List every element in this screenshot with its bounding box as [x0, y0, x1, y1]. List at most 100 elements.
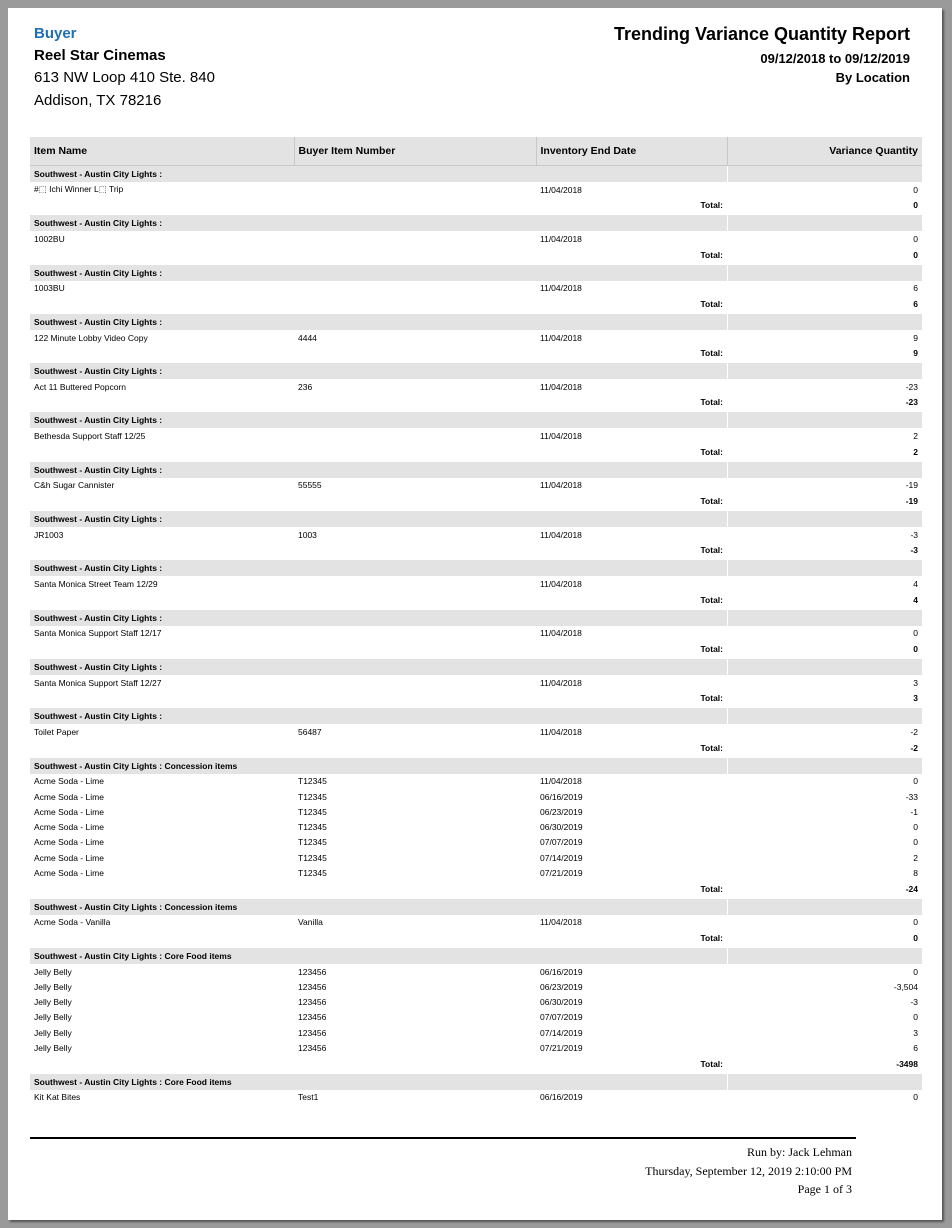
item-name: Acme Soda - Lime: [34, 806, 104, 817]
buyer-item-number: Vanilla: [298, 917, 323, 928]
group-header-row: Southwest - Austin City Lights :: [30, 511, 922, 528]
variance-quantity: -2: [910, 726, 918, 737]
buyer-item-number: 123456: [298, 1027, 327, 1038]
item-name: Acme Soda - Vanilla: [34, 917, 111, 928]
group-header-blank: [726, 947, 922, 964]
inventory-end-date: 11/04/2018: [540, 628, 582, 639]
variance-quantity: 0: [913, 822, 918, 833]
column-header-item-name: Item Name: [30, 137, 294, 166]
blank: [294, 1056, 536, 1072]
group-total-row: Total: 0: [30, 197, 922, 213]
table-row: Bethesda Support Staff 12/25 11/04/2018 2: [30, 428, 922, 443]
table-row: Acme Soda - Lime T12345 06/16/2019 -33: [30, 789, 922, 804]
page-number: Page 1 of 3: [797, 1182, 852, 1196]
group-total: 0: [913, 643, 918, 654]
group-header-blank: [726, 165, 922, 182]
item-name: #⬚ Ichi Winner L⬚ Trip: [34, 184, 124, 195]
group-header-row: Southwest - Austin City Lights :: [30, 313, 922, 330]
buyer-item-number: 56487: [298, 726, 322, 737]
item-name: Acme Soda - Lime: [34, 852, 104, 863]
variance-quantity: -3: [910, 997, 918, 1008]
group-total-row: Total: -24: [30, 881, 922, 897]
table-row: 122 Minute Lobby Video Copy 4444 11/04/201…: [30, 330, 922, 345]
run-by: Run by: Jack Lehman: [747, 1145, 852, 1159]
group-total-row: Total: -19: [30, 493, 922, 509]
buyer-item-number: 236: [298, 381, 313, 392]
group-header-blank: [726, 898, 922, 915]
buyer-item-number: 123456: [298, 966, 327, 977]
table-body: Southwest - Austin City Lights : #⬚ Ichi …: [30, 165, 922, 1106]
blank: [294, 345, 536, 361]
group-total: -3: [910, 545, 918, 556]
table-row: Acme Soda - Lime T12345 07/21/2019 8: [30, 865, 922, 880]
blank: [294, 493, 536, 509]
buyer-item-number: 123456: [298, 997, 327, 1008]
blank: [294, 690, 536, 706]
item-name: Acme Soda - Lime: [34, 867, 104, 878]
group-header-blank: [726, 363, 922, 380]
group-total: -23: [905, 397, 918, 408]
group-total: 2: [913, 446, 918, 457]
inventory-end-date: 06/30/2019: [540, 997, 583, 1008]
blank: [30, 740, 294, 756]
group-header-blank: [726, 511, 922, 528]
group-total-row: Total: 9: [30, 345, 922, 361]
group-total-row: Total: -3: [30, 542, 922, 558]
blank: [30, 444, 294, 460]
item-name: C&h Sugar Cannister: [34, 480, 115, 491]
report-title: Trending Variance Quantity Report: [613, 24, 910, 44]
blank: [30, 542, 294, 558]
inventory-end-date: 07/14/2019: [540, 852, 583, 863]
blank: [30, 247, 294, 263]
variance-quantity: -33: [905, 791, 918, 802]
group-header-row: Southwest - Austin City Lights :: [30, 412, 922, 429]
group-header-row: Southwest - Austin City Lights :: [30, 609, 922, 626]
variance-quantity: 0: [913, 917, 918, 928]
total-label: Total:: [700, 496, 723, 507]
total-label: Total:: [700, 1058, 723, 1069]
table-row: Acme Soda - Lime T12345 11/04/2018 0: [30, 774, 922, 789]
blank: [294, 247, 536, 263]
buyer-item-number: 1003: [298, 529, 317, 540]
blank: [294, 881, 536, 897]
group-total-row: Total: 3: [30, 690, 922, 706]
buyer-item-number: 123456: [298, 1043, 327, 1054]
group-header-row: Southwest - Austin City Lights :: [30, 461, 922, 478]
table-row: Toilet Paper 56487 11/04/2018 -2: [30, 724, 922, 739]
group-total: 9: [913, 348, 918, 359]
item-name: Jelly Belly: [34, 981, 72, 992]
buyer-item-number: T12345: [298, 776, 327, 787]
variance-quantity: 0: [913, 837, 918, 848]
group-total-row: Total: 6: [30, 296, 922, 312]
table-row: Santa Monica Support Staff 12/17 11/04/20…: [30, 626, 922, 641]
group-header: Southwest - Austin City Lights :: [30, 363, 727, 380]
group-total: 3: [913, 693, 918, 704]
grouping-label: By Location: [835, 70, 910, 85]
table-row: Jelly Belly 123456 07/14/2019 3: [30, 1025, 922, 1040]
group-header: Southwest - Austin City Lights : Core Fo…: [30, 947, 727, 964]
buyer-item-number: 123456: [298, 1012, 327, 1023]
inventory-end-date: 07/14/2019: [540, 1027, 583, 1038]
blank: [30, 881, 294, 897]
buyer-item-number: T12345: [298, 837, 327, 848]
group-total: -2: [910, 742, 918, 753]
table-row: Acme Soda - Vanilla Vanilla 11/04/2018 0: [30, 915, 922, 930]
item-name: Jelly Belly: [34, 966, 72, 977]
item-name: Jelly Belly: [34, 997, 72, 1008]
blank: [294, 444, 536, 460]
group-total-row: Total: 0: [30, 641, 922, 657]
total-label: Total:: [700, 693, 723, 704]
inventory-end-date: 11/04/2018: [540, 579, 582, 590]
total-label: Total:: [700, 397, 723, 408]
table-row: Acme Soda - Lime T12345 06/23/2019 -1: [30, 804, 922, 819]
group-header-row: Southwest - Austin City Lights :: [30, 165, 922, 182]
total-label: Total:: [700, 249, 723, 260]
inventory-end-date: 07/07/2019: [540, 837, 583, 848]
variance-quantity: 6: [913, 1043, 918, 1054]
table-row: JR1003 1003 11/04/2018 -3: [30, 527, 922, 542]
total-label: Total:: [700, 643, 723, 654]
column-header-buyer-item-number: Buyer Item Number: [293, 137, 536, 166]
group-total-row: Total: -23: [30, 394, 922, 410]
variance-quantity: 0: [913, 1092, 918, 1103]
buyer-name: Reel Star Cinemas: [34, 47, 166, 64]
